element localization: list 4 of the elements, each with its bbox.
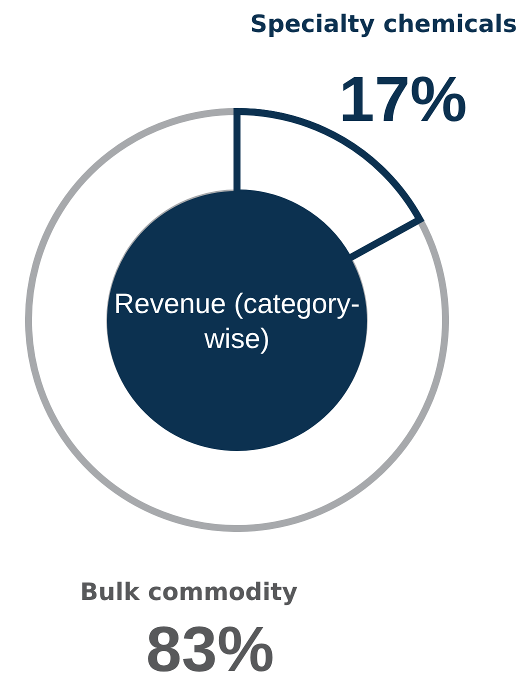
data-label: 83% [146,612,274,686]
slice-label: Specialty chemicals [250,10,517,38]
data-label: 17% [338,62,467,136]
slice-label: Bulk commodity [80,578,298,606]
